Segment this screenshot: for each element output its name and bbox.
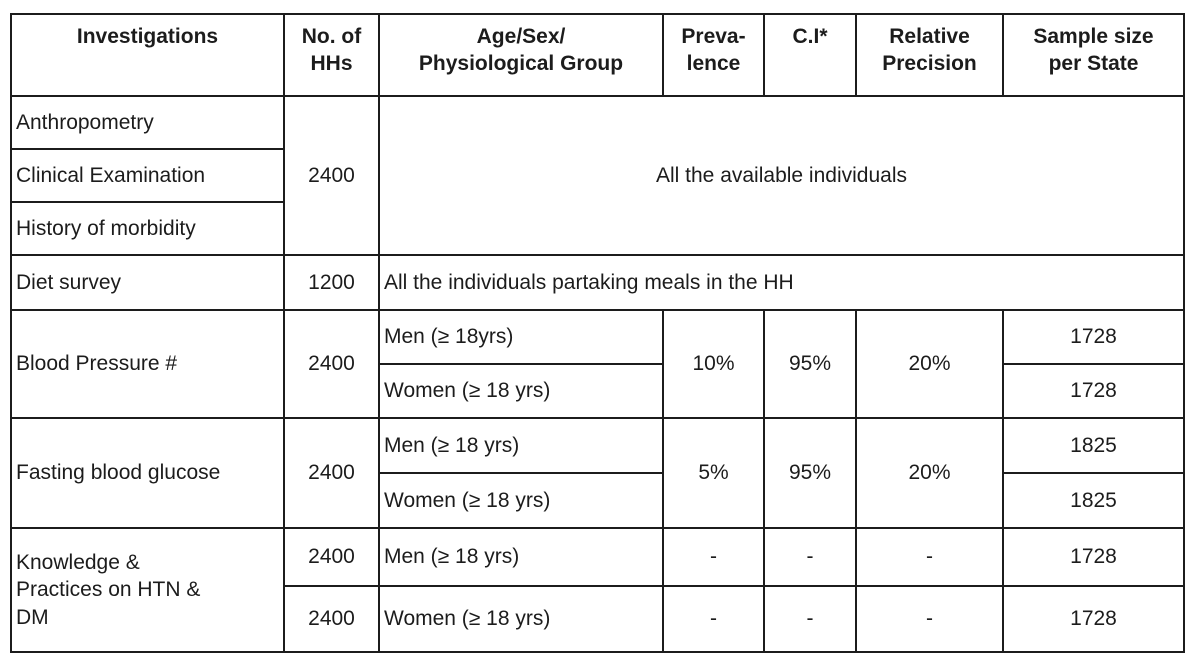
- cell-hhs-diet-survey: 1200: [283, 254, 380, 311]
- cell-sample-fbg-men: 1825: [1002, 417, 1185, 474]
- cell-hhs-knowledge-men: 2400: [283, 527, 380, 587]
- cell-investigation-anthropometry: Anthropometry: [10, 95, 285, 150]
- cell-group-diet-survey: All the individuals partaking meals in t…: [378, 254, 1185, 311]
- cell-investigation-history-of-morbidity: History of morbidity: [10, 201, 285, 256]
- cell-sample-knowledge-women: 1728: [1002, 585, 1185, 653]
- cell-ci-fasting-glucose: 95%: [763, 417, 857, 529]
- cell-investigation-clinical-examination: Clinical Examination: [10, 148, 285, 203]
- row-blood-pressure-women: Women (≥ 18 yrs) 1728: [11, 363, 1185, 419]
- cell-prevalence-fasting-glucose: 5%: [662, 417, 765, 529]
- cell-group-knowledge-women: Women (≥ 18 yrs): [378, 585, 664, 653]
- cell-investigation-blood-pressure: Blood Pressure #: [10, 309, 285, 419]
- row-diet-survey: Diet survey 1200 All the individuals par…: [10, 254, 1185, 311]
- cell-prevalence-knowledge-women: -: [662, 585, 765, 653]
- cell-group-fbg-men: Men (≥ 18 yrs): [378, 417, 664, 474]
- row-fasting-glucose-women: Women (≥ 18 yrs) 1825: [11, 472, 1185, 529]
- cell-investigation-diet-survey: Diet survey: [10, 254, 285, 311]
- cell-ci-blood-pressure: 95%: [763, 309, 857, 419]
- cell-precision-blood-pressure: 20%: [855, 309, 1004, 419]
- row-clinical-examination: Clinical Examination: [10, 148, 1184, 203]
- cell-hhs-knowledge-women: 2400: [283, 585, 380, 653]
- cell-group-bp-women: Women (≥ 18 yrs): [378, 363, 664, 419]
- cell-sample-fbg-women: 1825: [1002, 472, 1185, 529]
- cell-precision-knowledge-men: -: [855, 527, 1004, 587]
- col-header-prevalence: Preva- lence: [662, 13, 765, 97]
- row-knowledge-men: Knowledge & Practices on HTN & DM 2400 M…: [10, 527, 1185, 653]
- cell-sample-bp-men: 1728: [1002, 309, 1185, 365]
- cell-hhs-anthro-block: 2400: [283, 95, 380, 256]
- cell-sample-knowledge-men: 1728: [1002, 527, 1185, 587]
- col-header-sample-size: Sample size per State: [1002, 13, 1185, 97]
- row-blood-pressure-men: Blood Pressure # 2400 Men (≥ 18yrs) 10% …: [10, 309, 1185, 419]
- row-anthropometry: Anthropometry 2400 All the available ind…: [10, 95, 1185, 256]
- cell-hhs-blood-pressure: 2400: [283, 309, 380, 419]
- cell-precision-fasting-glucose: 20%: [855, 417, 1004, 529]
- cell-group-fbg-women: Women (≥ 18 yrs): [378, 472, 664, 529]
- cell-ci-knowledge-women: -: [763, 585, 857, 653]
- cell-group-knowledge-men: Men (≥ 18 yrs): [378, 527, 664, 587]
- row-fasting-glucose-men: Fasting blood glucose 2400 Men (≥ 18 yrs…: [10, 417, 1185, 529]
- row-history-of-morbidity: History of morbidity: [10, 201, 1184, 256]
- cell-investigation-fasting-glucose: Fasting blood glucose: [10, 417, 285, 529]
- cell-prevalence-knowledge-men: -: [662, 527, 765, 587]
- cell-sample-bp-women: 1728: [1002, 363, 1185, 419]
- cell-group-anthro-block: All the available individuals: [378, 95, 1185, 256]
- row-knowledge-women: 2400 Women (≥ 18 yrs) - - - 1728: [11, 585, 1185, 653]
- cell-ci-knowledge-men: -: [763, 527, 857, 587]
- survey-sampling-table: Investigations No. of HHs Age/Sex/ Physi…: [10, 13, 1185, 653]
- cell-precision-knowledge-women: -: [855, 585, 1004, 653]
- header-row: Investigations No. of HHs Age/Sex/ Physi…: [10, 13, 1185, 97]
- col-header-relative-precision: Relative Precision: [855, 13, 1004, 97]
- col-header-age-sex-group: Age/Sex/ Physiological Group: [378, 13, 664, 97]
- col-header-investigations: Investigations: [10, 13, 285, 97]
- cell-prevalence-blood-pressure: 10%: [662, 309, 765, 419]
- cell-investigation-knowledge-practices: Knowledge & Practices on HTN & DM: [10, 527, 285, 653]
- col-header-no-of-hhs: No. of HHs: [283, 13, 380, 97]
- cell-hhs-fasting-glucose: 2400: [283, 417, 380, 529]
- cell-group-bp-men: Men (≥ 18yrs): [378, 309, 664, 365]
- col-header-ci: C.I*: [763, 13, 857, 97]
